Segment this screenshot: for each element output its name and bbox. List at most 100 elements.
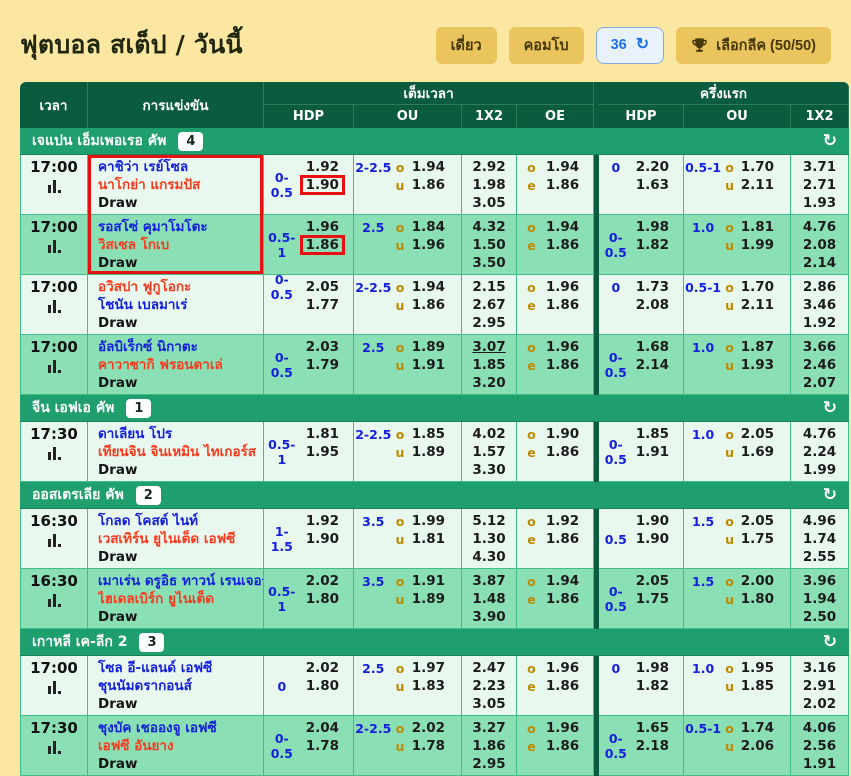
ft-hdp-away-odds[interactable]: 1.95	[305, 444, 339, 460]
hh-hdp-away-odds[interactable]: 2.08	[635, 297, 669, 313]
ft-1x2-away[interactable]: 3.05	[472, 696, 506, 712]
ft-1x2-away[interactable]: 3.90	[472, 609, 506, 625]
hh-hdp-home-odds[interactable]: 1.90	[635, 513, 669, 529]
hh-hdp-cell[interactable]: 1.85 0-0.5 1.91	[599, 422, 684, 482]
hh-hdp-cell[interactable]: 0 1.73 2.08	[599, 275, 684, 335]
hh-1x2-cell[interactable]: 3.96 1.94 2.50	[791, 569, 849, 629]
ft-1x2-cell[interactable]: 4.02 1.57 3.30	[462, 422, 517, 482]
ft-ou-cell[interactable]: 2.5 o 1.89 u 1.91	[354, 335, 462, 395]
ft-under-odds[interactable]: 1.81	[411, 531, 445, 547]
ft-1x2-home[interactable]: 4.02	[472, 426, 506, 442]
hh-ou-cell[interactable]: 1.5 o 2.00 u 1.80	[684, 569, 791, 629]
hh-1x2-home[interactable]: 4.76	[802, 219, 837, 235]
ft-ou-cell[interactable]: 3.5 o 1.99 u 1.81	[354, 509, 462, 569]
stats-bar-icon[interactable]	[47, 594, 61, 607]
ft-1x2-home[interactable]: 3.07	[472, 339, 506, 355]
single-bet-button[interactable]: เดี่ยว	[435, 26, 497, 64]
hh-1x2-draw[interactable]: 1.74	[802, 531, 837, 547]
ft-hdp-away-odds[interactable]: 1.90	[299, 175, 345, 195]
hh-1x2-home[interactable]: 4.96	[802, 513, 837, 529]
ft-oe-cell[interactable]: o 1.92 e 1.86	[517, 509, 594, 569]
ft-under-odds[interactable]: 1.78	[411, 738, 445, 754]
ft-over-odds[interactable]: 1.85	[411, 426, 445, 442]
ft-1x2-away[interactable]: 4.30	[472, 549, 506, 565]
hh-1x2-cell[interactable]: 4.76 2.24 1.99	[791, 422, 849, 482]
away-team[interactable]: เอฟซี อันยาง	[98, 738, 174, 754]
ft-1x2-draw[interactable]: 1.85	[472, 357, 506, 373]
stats-bar-icon[interactable]	[47, 300, 61, 313]
hh-hdp-home-odds[interactable]: 1.85	[635, 426, 669, 442]
ft-oe-cell[interactable]: o 1.96 e 1.86	[517, 716, 594, 776]
stats-bar-icon[interactable]	[47, 681, 61, 694]
ft-even-odds[interactable]: 1.86	[545, 591, 580, 607]
away-team[interactable]: นาโกย่า แกรมปัส	[98, 177, 201, 193]
ft-odd-odds[interactable]: 1.94	[545, 219, 580, 235]
ft-hdp-home-odds[interactable]: 2.03	[305, 339, 339, 355]
away-team[interactable]: คาวาซากิ ฟรอนตาเล่	[98, 357, 223, 373]
ft-1x2-away[interactable]: 2.95	[472, 756, 506, 772]
ft-under-odds[interactable]: 1.96	[411, 237, 445, 253]
hh-under-odds[interactable]: 2.06	[740, 738, 774, 754]
hh-1x2-draw[interactable]: 2.08	[802, 237, 837, 253]
draw-label[interactable]: Draw	[98, 549, 138, 565]
hh-under-odds[interactable]: 1.85	[740, 678, 774, 694]
ft-1x2-cell[interactable]: 3.27 1.86 2.95	[462, 716, 517, 776]
draw-label[interactable]: Draw	[98, 696, 138, 712]
ft-hdp-home-odds[interactable]: 1.92	[305, 513, 339, 529]
hh-1x2-draw[interactable]: 2.24	[802, 444, 837, 460]
league-refresh-icon[interactable]: ↻	[822, 485, 837, 505]
ft-even-odds[interactable]: 1.86	[545, 177, 580, 193]
hh-1x2-away[interactable]: 1.92	[802, 315, 837, 331]
hh-1x2-home[interactable]: 4.06	[802, 720, 837, 736]
hh-hdp-away-odds[interactable]: 1.82	[635, 237, 669, 253]
ft-1x2-home[interactable]: 3.27	[472, 720, 506, 736]
ft-hdp-cell[interactable]: 1.92 1-1.5 1.90	[264, 509, 354, 569]
hh-hdp-away-odds[interactable]: 1.82	[635, 678, 669, 694]
home-team[interactable]: คาชิว่า เรย์โซล	[98, 159, 189, 175]
home-team[interactable]: ชุงบัค เชอองจู เอฟซี	[98, 720, 217, 736]
ft-hdp-away-odds[interactable]: 1.80	[305, 678, 339, 694]
hh-hdp-home-odds[interactable]: 2.20	[635, 159, 669, 175]
hh-under-odds[interactable]: 1.99	[740, 237, 774, 253]
hh-1x2-cell[interactable]: 2.86 3.46 1.92	[791, 275, 849, 335]
league-refresh-icon[interactable]: ↻	[822, 131, 837, 151]
ft-hdp-home-odds[interactable]: 2.05	[305, 279, 339, 295]
league-refresh-icon[interactable]: ↻	[822, 632, 837, 652]
ft-hdp-cell[interactable]: 1.81 0.5-1 1.95	[264, 422, 354, 482]
home-team[interactable]: โซล อี-แลนด์ เอฟซี	[98, 660, 213, 676]
ft-odd-odds[interactable]: 1.96	[545, 720, 580, 736]
hh-1x2-draw[interactable]: 2.56	[802, 738, 837, 754]
hh-1x2-draw[interactable]: 2.46	[802, 357, 837, 373]
ft-over-odds[interactable]: 1.97	[411, 660, 445, 676]
hh-under-odds[interactable]: 2.11	[740, 297, 774, 313]
hh-1x2-home[interactable]: 3.96	[802, 573, 837, 589]
ft-1x2-cell[interactable]: 2.47 2.23 3.05	[462, 656, 517, 716]
ft-ou-cell[interactable]: 2-2.5 o 2.02 u 1.78	[354, 716, 462, 776]
stats-bar-icon[interactable]	[47, 240, 61, 253]
ft-hdp-away-odds[interactable]: 1.79	[305, 357, 339, 373]
hh-1x2-draw[interactable]: 3.46	[802, 297, 837, 313]
hh-hdp-home-odds[interactable]: 1.98	[635, 660, 669, 676]
ft-odd-odds[interactable]: 1.94	[545, 573, 580, 589]
ft-over-odds[interactable]: 2.02	[411, 720, 445, 736]
hh-under-odds[interactable]: 1.93	[740, 357, 774, 373]
match-teams-cell[interactable]: ชุงบัค เชอองจู เอฟซี เอฟซี อันยาง Draw	[88, 716, 264, 776]
match-teams-cell[interactable]: อัลบิเร็กซ์ นิกาตะ คาวาซากิ ฟรอนตาเล่ Dr…	[88, 335, 264, 395]
ft-odd-odds[interactable]: 1.96	[545, 339, 580, 355]
ft-even-odds[interactable]: 1.86	[545, 738, 580, 754]
hh-over-odds[interactable]: 1.74	[740, 720, 774, 736]
ft-ou-cell[interactable]: 2-2.5 o 1.85 u 1.89	[354, 422, 462, 482]
ft-hdp-home-odds[interactable]: 1.96	[305, 219, 339, 235]
ft-over-odds[interactable]: 1.84	[411, 219, 445, 235]
ft-even-odds[interactable]: 1.86	[545, 237, 580, 253]
ft-hdp-home-odds[interactable]: 1.81	[305, 426, 339, 442]
ft-1x2-draw[interactable]: 1.30	[472, 531, 506, 547]
hh-over-odds[interactable]: 1.70	[740, 279, 774, 295]
hh-1x2-away[interactable]: 1.93	[802, 195, 837, 211]
ft-under-odds[interactable]: 1.91	[411, 357, 445, 373]
hh-hdp-away-odds[interactable]: 1.91	[635, 444, 669, 460]
ft-1x2-away[interactable]: 3.05	[472, 195, 506, 211]
ft-under-odds[interactable]: 1.86	[411, 297, 445, 313]
ft-hdp-away-odds[interactable]: 1.80	[305, 591, 339, 607]
ft-under-odds[interactable]: 1.89	[411, 591, 445, 607]
